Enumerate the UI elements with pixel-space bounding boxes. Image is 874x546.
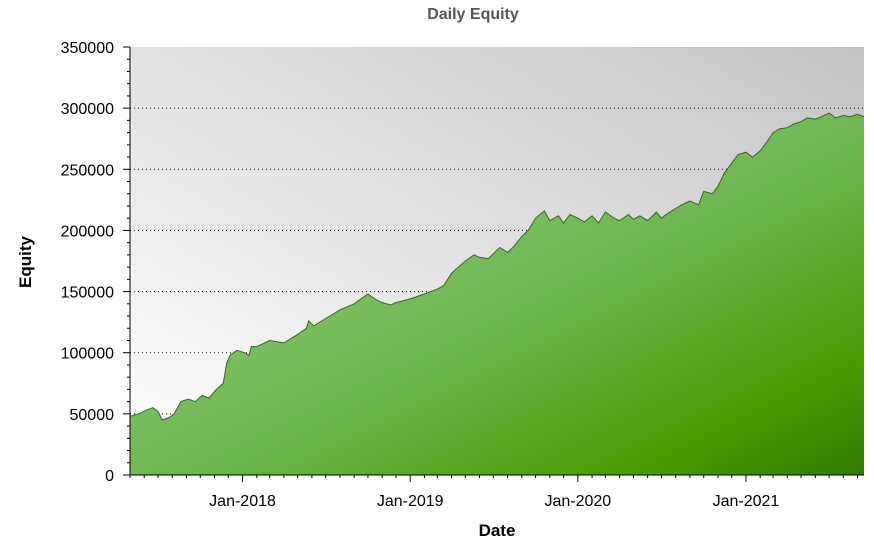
y-tick-label: 50000 — [70, 407, 115, 424]
x-tick-label: Jan-2021 — [713, 493, 780, 510]
y-tick-label: 300000 — [61, 101, 114, 118]
equity-area — [130, 113, 864, 475]
y-tick-label: 350000 — [61, 40, 114, 57]
y-tick-label: 0 — [105, 468, 114, 485]
y-tick-label: 150000 — [61, 285, 114, 302]
x-axis-label: Date — [479, 521, 516, 540]
y-axis-label: Equity — [16, 235, 35, 287]
x-tick-label: Jan-2020 — [544, 493, 611, 510]
y-tick-label: 100000 — [61, 346, 114, 363]
x-tick-label: Jan-2019 — [377, 493, 444, 510]
y-axis: 0 50000 100000 150000 200000 250000 300000 3500… — [61, 40, 131, 485]
x-axis: Jan-2018 Jan-2019 Jan-2020 Jan-2021 — [129, 474, 864, 510]
chart-title: Daily Equity — [427, 6, 519, 23]
x-tick-label: Jan-2018 — [209, 493, 276, 510]
y-tick-label: 200000 — [61, 223, 114, 240]
equity-line — [130, 112, 864, 421]
y-tick-label: 250000 — [61, 162, 114, 179]
